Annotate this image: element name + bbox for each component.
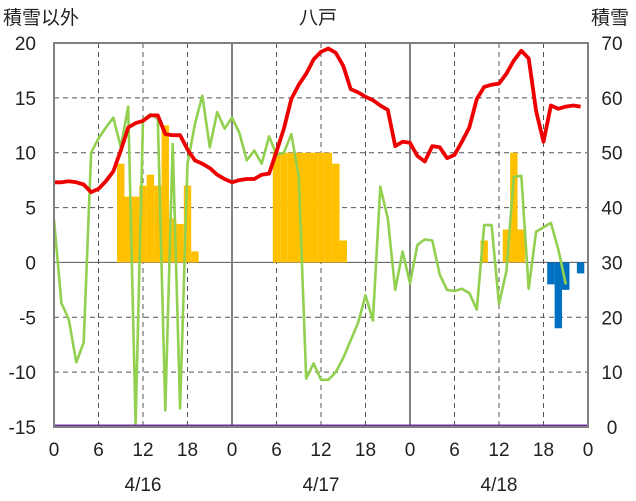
right-tick-label: 50 bbox=[601, 144, 622, 165]
blue-bar bbox=[547, 262, 555, 285]
blue-bar bbox=[576, 262, 585, 274]
green-series-line bbox=[52, 94, 568, 425]
orange-bar bbox=[161, 125, 169, 263]
red-series-line bbox=[54, 46, 581, 195]
x-tick-label: 0 bbox=[49, 440, 60, 461]
orange-bar bbox=[309, 152, 318, 263]
x-tick-label: 12 bbox=[310, 440, 331, 461]
orange-bar bbox=[168, 218, 177, 263]
orange-bar bbox=[502, 229, 511, 263]
x-tick-label: 0 bbox=[583, 440, 594, 461]
blue-bar bbox=[562, 262, 570, 290]
left-tick-label: -10 bbox=[9, 363, 36, 384]
right-tick-label: 0 bbox=[607, 418, 618, 439]
orange-bar bbox=[324, 152, 333, 263]
orange-bar bbox=[332, 163, 340, 263]
date-label: 4/16 bbox=[125, 475, 162, 496]
date-labels: 4/16 4/17 4/18 bbox=[125, 475, 518, 496]
left-tick-label: -5 bbox=[19, 308, 36, 329]
orange-bar bbox=[124, 196, 132, 263]
left-tick-label: 15 bbox=[15, 89, 36, 110]
right-tick-label: 10 bbox=[601, 363, 622, 384]
right-tick-label: 60 bbox=[601, 89, 622, 110]
date-label: 4/17 bbox=[303, 475, 340, 496]
x-tick-label: 0 bbox=[227, 440, 238, 461]
orange-bar bbox=[176, 224, 184, 263]
orange-bar bbox=[280, 152, 288, 263]
x-tick-label: 0 bbox=[405, 440, 416, 461]
right-axis-label: 積雪 bbox=[591, 7, 629, 29]
left-tick-label: 10 bbox=[15, 144, 36, 165]
right-axis-ticks: 70 60 50 40 30 20 10 0 bbox=[601, 34, 622, 439]
left-tick-label: 0 bbox=[25, 253, 36, 274]
right-tick-label: 70 bbox=[601, 34, 622, 55]
orange-bar bbox=[317, 152, 325, 263]
orange-bar bbox=[302, 152, 310, 263]
left-axis-label: 積雪以外 bbox=[3, 7, 79, 29]
orange-bar bbox=[131, 196, 140, 263]
orange-bar bbox=[146, 174, 155, 263]
x-tick-label: 18 bbox=[177, 440, 198, 461]
orange-bar bbox=[517, 229, 525, 263]
orange-bar bbox=[480, 240, 488, 263]
x-tick-label: 12 bbox=[488, 440, 509, 461]
x-tick-label: 6 bbox=[93, 440, 104, 461]
orange-bar bbox=[287, 152, 296, 263]
blue-bar bbox=[554, 262, 563, 329]
x-tick-label: 6 bbox=[449, 440, 460, 461]
right-tick-label: 40 bbox=[601, 199, 622, 220]
left-axis-ticks: 20 15 10 5 0 -5 -10 -15 bbox=[9, 34, 36, 439]
orange-bar bbox=[272, 152, 281, 263]
x-tick-label: 18 bbox=[533, 440, 554, 461]
orange-bar bbox=[183, 185, 192, 263]
right-tick-label: 20 bbox=[601, 308, 622, 329]
left-tick-label: -15 bbox=[9, 418, 36, 439]
x-tick-label: 6 bbox=[271, 440, 282, 461]
x-tick-label: 12 bbox=[132, 440, 153, 461]
orange-bar bbox=[139, 185, 147, 263]
left-tick-label: 5 bbox=[25, 199, 36, 220]
orange-bar-series bbox=[117, 125, 525, 263]
date-label: 4/18 bbox=[481, 475, 518, 496]
orange-bar bbox=[154, 185, 162, 263]
orange-bar bbox=[191, 251, 199, 263]
plot-frame bbox=[53, 42, 589, 428]
chart-title: 八戸 bbox=[299, 7, 337, 29]
x-tick-label: 18 bbox=[355, 440, 376, 461]
left-tick-label: 20 bbox=[15, 34, 36, 55]
x-axis-ticks: 0 6 12 18 0 6 12 18 0 6 12 18 0 bbox=[49, 440, 594, 461]
orange-bar bbox=[339, 240, 347, 263]
orange-bar bbox=[510, 152, 518, 263]
blue-bar-series bbox=[547, 262, 585, 329]
right-tick-label: 30 bbox=[601, 253, 622, 274]
orange-bar bbox=[117, 163, 125, 263]
